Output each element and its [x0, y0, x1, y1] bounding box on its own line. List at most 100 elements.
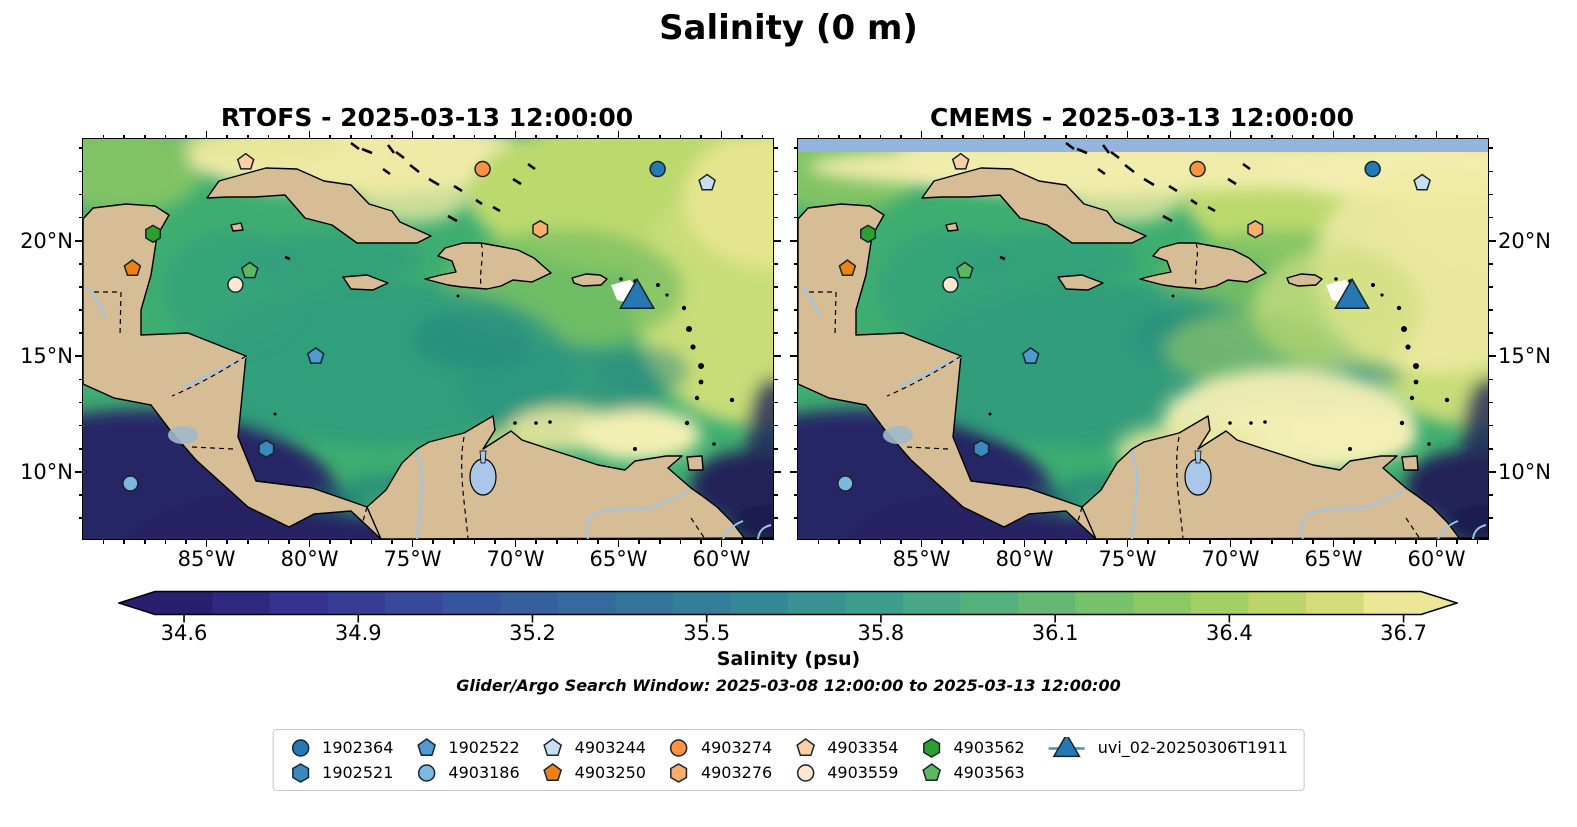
axis-tick: [1167, 134, 1170, 139]
axis-tick: [773, 332, 778, 334]
axis-tick: [78, 309, 83, 311]
axis-tick: [1488, 170, 1493, 173]
lat-tick-label: 10°N: [1498, 459, 1551, 484]
axis-tick: [514, 539, 517, 547]
legend-label: 1902364: [322, 738, 394, 757]
axis-tick: [1353, 134, 1355, 139]
axis-tick: [164, 539, 167, 544]
legend-label: 4903562: [953, 738, 1025, 757]
axis-tick: [143, 539, 146, 544]
map-rtofs: 85°W 80°W 75°W 70°W 65°W 60°W 20°N 15°N 10°N: [20, 131, 781, 571]
axis-tick: [1188, 539, 1191, 544]
legend-label: 4903276: [700, 763, 773, 782]
axis-tick: [452, 134, 455, 139]
axis-tick: [858, 539, 861, 544]
axis-tick: [1488, 216, 1493, 219]
axis-tick: [793, 378, 798, 381]
axis-tick: [102, 134, 105, 139]
axis-tick: [1085, 134, 1088, 139]
argo-marker-4903244: [698, 173, 716, 191]
axis-tick: [514, 131, 517, 139]
axis-tick: [205, 539, 208, 547]
axis-tick: [102, 539, 105, 544]
axis-tick: [720, 131, 723, 139]
axis-tick: [1229, 539, 1232, 547]
axis-tick: [432, 539, 434, 544]
axis-tick: [638, 539, 640, 544]
axis-tick: [75, 239, 83, 242]
axis-tick: [790, 239, 798, 242]
argo-legend-icon: [795, 737, 815, 756]
argo-marker-4903559: [796, 763, 814, 782]
argo-marker-4903186: [417, 763, 436, 782]
axis-tick: [1476, 539, 1479, 544]
axis-tick: [143, 134, 146, 139]
axis-tick: [1488, 401, 1493, 404]
argo-marker-4903562: [860, 224, 877, 244]
axis-tick: [1085, 539, 1088, 544]
legend-item-4903274: 4903274: [668, 737, 772, 759]
panel-title-rtofs: RTOFS - 2025-03-13 12:00:00: [220, 103, 634, 132]
axis-tick: [1373, 134, 1376, 139]
axis-tick: [1332, 539, 1335, 547]
map-cmems: 85°W 80°W 75°W 70°W 65°W 60°W 20°N 15°N 10°N: [790, 131, 1551, 571]
axis-tick: [879, 539, 882, 544]
axis-tick: [1488, 517, 1493, 519]
argo-legend-icon: [922, 737, 941, 758]
axis-tick: [790, 471, 798, 473]
colorbar-tick-value: 34.9: [334, 621, 382, 645]
axis-tick: [793, 309, 798, 311]
argo-marker-1902364: [1364, 160, 1381, 178]
platform-legend: 1902364 1902521 1902522 4903186 4903244 49032…: [272, 729, 1305, 791]
axis-tick: [1488, 309, 1493, 311]
axis-tick: [349, 134, 352, 139]
legend-item-1902522: 1902522: [415, 737, 520, 759]
panel-title-cmems: CMEMS - 2025-03-13 12:00:00: [930, 103, 1354, 132]
argo-marker-4903244: [1413, 173, 1431, 191]
axis-tick: [793, 517, 798, 519]
argo-marker-1902522: [306, 346, 325, 364]
colorbar-tick-value: 34.6: [160, 621, 208, 645]
lon-tick-label: 65°W: [1304, 547, 1363, 571]
legend-item-4903354: 4903354: [794, 737, 898, 759]
lon-tick-label: 60°W: [692, 547, 751, 571]
axis-tick: [308, 131, 311, 139]
axis-tick: [78, 147, 83, 150]
axis-tick: [288, 134, 290, 139]
axis-tick: [773, 193, 778, 196]
axis-tick: [773, 517, 778, 519]
axis-tick: [793, 286, 798, 288]
axis-tick: [1488, 286, 1493, 288]
axis-tick: [185, 539, 187, 544]
axis-tick: [370, 134, 373, 139]
axis-tick: [617, 131, 620, 139]
axis-tick: [78, 517, 83, 519]
axis-tick: [555, 539, 558, 544]
lat-tick-label: 15°N: [20, 344, 73, 369]
axis-tick: [1209, 134, 1211, 139]
axis-tick: [1209, 539, 1211, 544]
argo-legend-icon: [670, 762, 688, 783]
glider-marker-uvi_02-20250306T1911: [1333, 277, 1371, 309]
legend-label: 1902522: [448, 738, 520, 757]
axis-tick: [1394, 134, 1397, 139]
argo-marker-4903276: [532, 219, 549, 239]
axis-tick: [773, 448, 778, 450]
axis-tick: [773, 147, 778, 150]
legend-item-4903559: 4903559: [794, 762, 898, 784]
colorbar-bar: [116, 590, 1460, 616]
figure-title: Salinity (0 m): [659, 8, 918, 48]
axis-tick: [75, 471, 83, 473]
axis-tick: [679, 539, 682, 544]
axis-tick: [1488, 471, 1496, 473]
axis-tick: [267, 539, 270, 544]
lon-tick-label: 60°W: [1407, 547, 1466, 571]
argo-legend-icon: [417, 737, 436, 756]
lat-tick-label: 20°N: [1498, 228, 1551, 253]
axis-tick: [982, 539, 985, 544]
axis-tick: [555, 134, 558, 139]
axis-tick: [597, 539, 599, 544]
argo-marker-4903563: [922, 762, 941, 781]
axis-tick: [1476, 134, 1479, 139]
axis-tick: [879, 134, 882, 139]
